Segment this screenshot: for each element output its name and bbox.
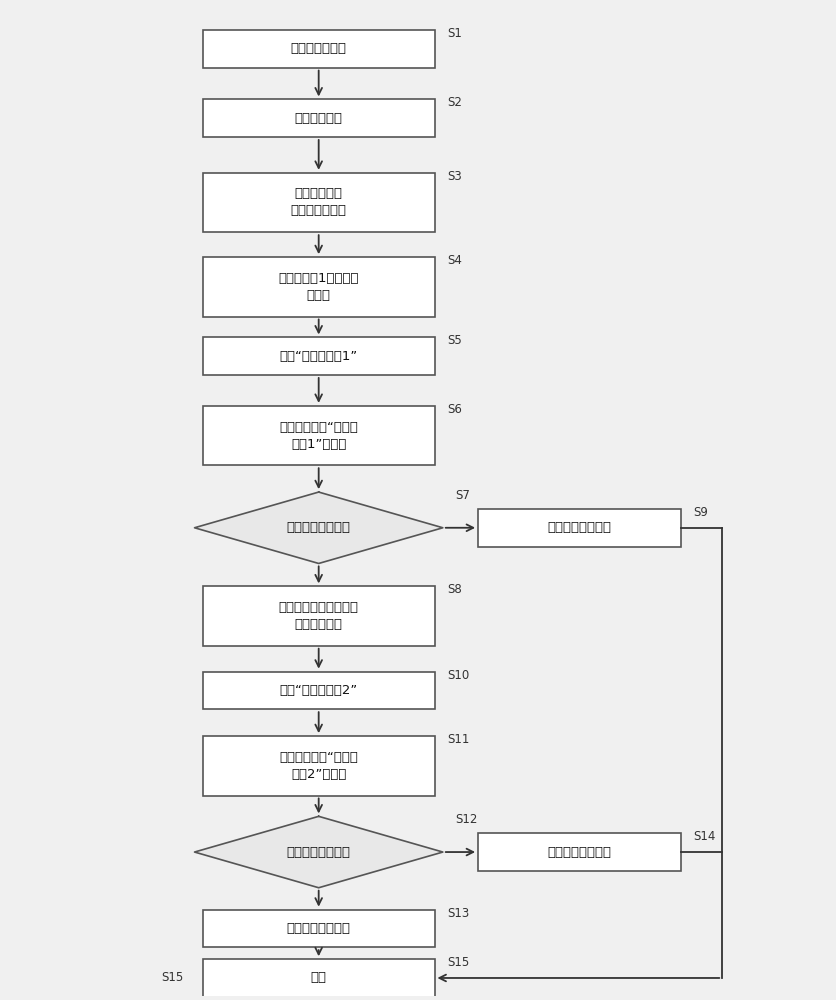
Text: S8: S8 <box>447 583 461 596</box>
Text: S11: S11 <box>447 733 469 746</box>
Text: S13: S13 <box>447 907 469 920</box>
Text: S10: S10 <box>447 669 469 682</box>
Text: S2: S2 <box>447 96 461 109</box>
Text: 计算亮度比超“亮度比
阈倃2”的个数: 计算亮度比超“亮度比 阈倃2”的个数 <box>279 751 358 781</box>
Text: S1: S1 <box>447 27 461 40</box>
Polygon shape <box>195 492 443 563</box>
Text: 计算“亮度比阈倃1”: 计算“亮度比阈倃1” <box>279 350 358 363</box>
Text: 不够多，置位相关: 不够多，置位相关 <box>548 521 611 534</box>
FancyBboxPatch shape <box>203 910 435 947</box>
FancyBboxPatch shape <box>203 959 435 997</box>
Text: S6: S6 <box>447 403 461 416</box>
Text: 够多，对亮度比数据进
行中间化处理: 够多，对亮度比数据进 行中间化处理 <box>278 601 359 631</box>
Text: S5: S5 <box>447 334 461 347</box>
Polygon shape <box>195 816 443 888</box>
Text: S15: S15 <box>447 956 469 969</box>
Text: S9: S9 <box>693 506 708 519</box>
Text: 计算“亮度比阈倃2”: 计算“亮度比阈倃2” <box>279 684 358 697</box>
Text: 如果有小于1的亮度比
取倒数: 如果有小于1的亮度比 取倒数 <box>278 272 359 302</box>
Text: 够多，置位不相关: 够多，置位不相关 <box>287 922 350 935</box>
Text: S12: S12 <box>456 813 477 826</box>
Text: 计算亮度比超“亮度比
阈倃1”的个数: 计算亮度比超“亮度比 阈倃1”的个数 <box>279 421 358 451</box>
Text: 上述个数是否够多: 上述个数是否够多 <box>287 846 350 859</box>
FancyBboxPatch shape <box>203 337 435 375</box>
FancyBboxPatch shape <box>203 672 435 709</box>
Text: S3: S3 <box>447 170 461 183</box>
Text: 计算两帧图像
每一点的亮度比: 计算两帧图像 每一点的亮度比 <box>291 187 347 217</box>
Text: 确定被比较图像: 确定被比较图像 <box>291 42 347 55</box>
Text: 上述个数是否够多: 上述个数是否够多 <box>287 521 350 534</box>
FancyBboxPatch shape <box>478 509 681 547</box>
Text: 确定比较图像: 确定比较图像 <box>294 112 343 125</box>
Text: S15: S15 <box>161 971 184 984</box>
FancyBboxPatch shape <box>203 173 435 232</box>
Text: 不够多，置位相关: 不够多，置位相关 <box>548 846 611 859</box>
FancyBboxPatch shape <box>203 406 435 465</box>
FancyBboxPatch shape <box>203 257 435 317</box>
FancyBboxPatch shape <box>478 833 681 871</box>
Text: 结束: 结束 <box>311 971 327 984</box>
FancyBboxPatch shape <box>203 30 435 68</box>
Text: S4: S4 <box>447 254 461 267</box>
Text: S14: S14 <box>693 830 716 843</box>
FancyBboxPatch shape <box>203 99 435 137</box>
FancyBboxPatch shape <box>203 736 435 796</box>
Text: S7: S7 <box>456 489 470 502</box>
FancyBboxPatch shape <box>203 586 435 646</box>
